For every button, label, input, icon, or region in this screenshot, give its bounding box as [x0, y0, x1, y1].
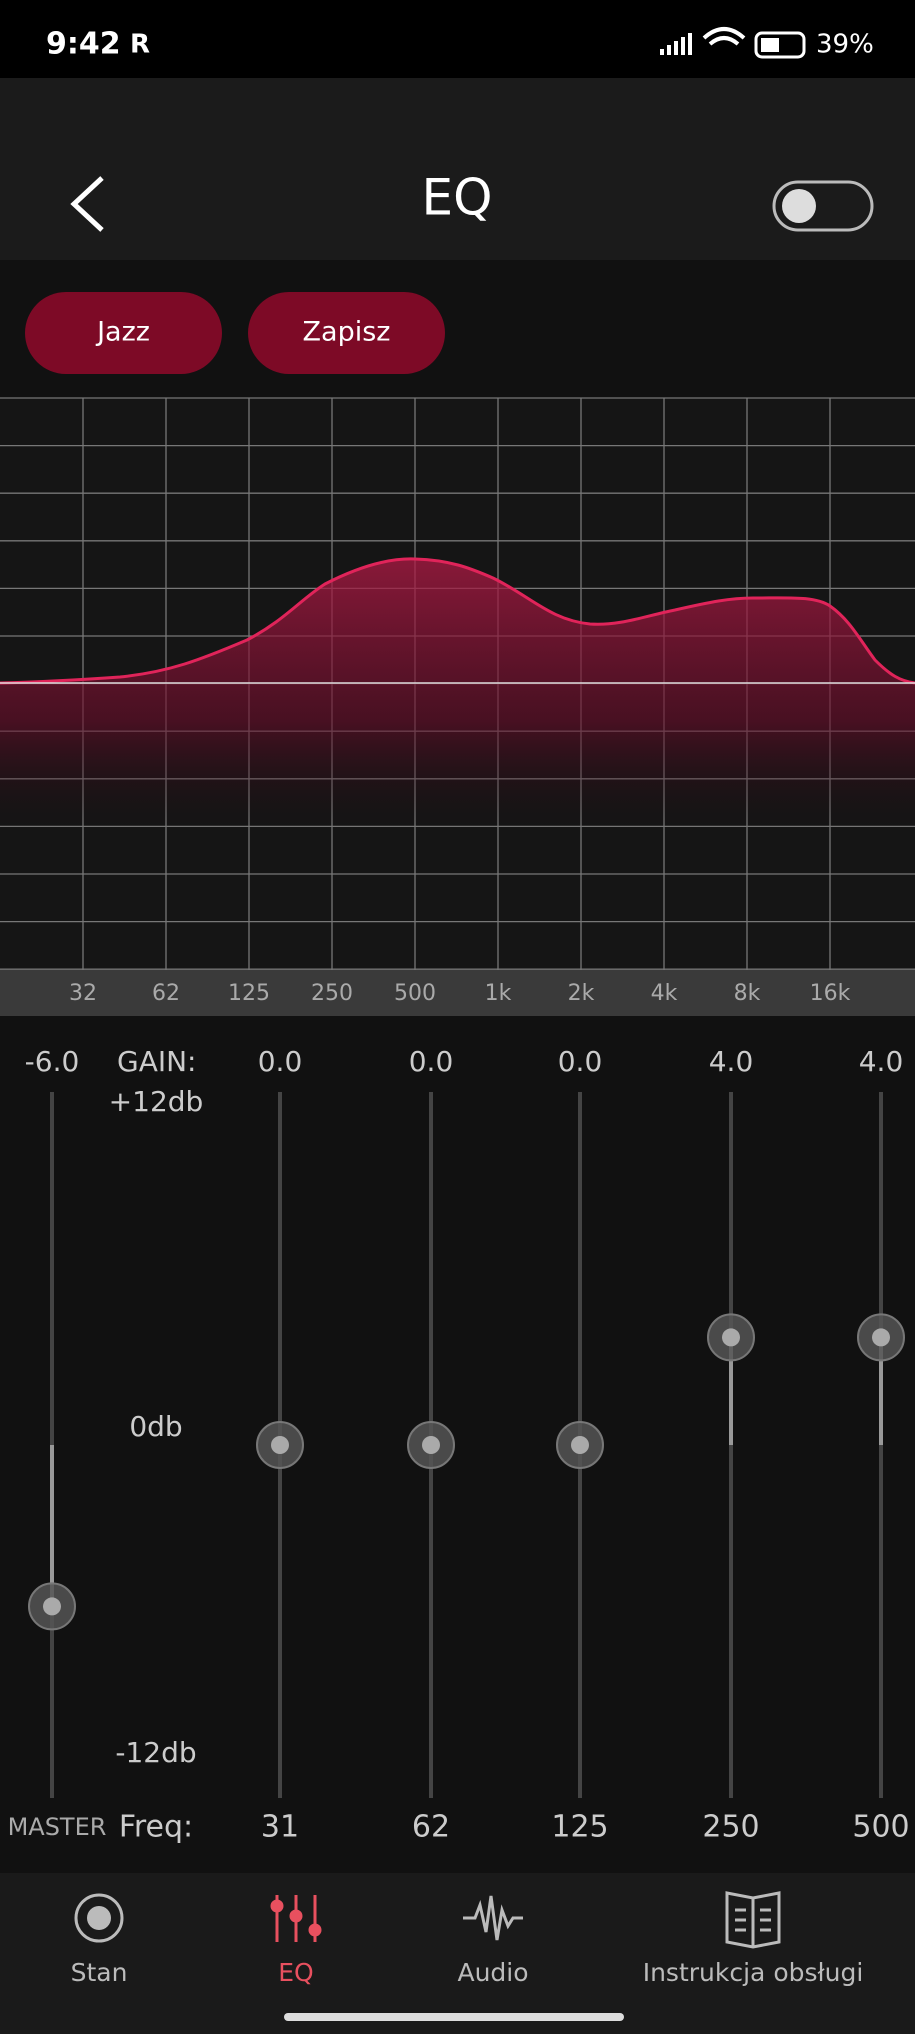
- time: 9:42: [46, 27, 121, 62]
- preset-label: Jazz: [95, 317, 150, 348]
- slider-knob-center: [422, 1436, 440, 1454]
- freq-tick-label: 125: [228, 981, 270, 1006]
- freq-tick-label: 250: [311, 981, 353, 1006]
- nav-label[interactable]: Stan: [71, 1958, 128, 1987]
- wifi-icon: [702, 27, 746, 46]
- freq-tick-label: 4k: [651, 981, 678, 1006]
- eq-icon: [270, 1895, 322, 1942]
- gain-min: -12db: [115, 1736, 196, 1769]
- freq-axis: [0, 970, 915, 1016]
- gain-value: -6.0: [25, 1045, 80, 1078]
- preset-label: Zapisz: [303, 317, 391, 348]
- eq-curve-fill: [0, 558, 915, 830]
- eq-curve: [0, 557, 915, 685]
- preset-button[interactable]: [25, 292, 222, 374]
- slider-knob-center: [571, 1436, 589, 1454]
- band-freq: 125: [551, 1810, 608, 1845]
- band-freq: 250: [702, 1810, 759, 1845]
- freq-tick-label: 16k: [810, 981, 851, 1006]
- band-freq: 62: [412, 1810, 450, 1845]
- nav-label[interactable]: EQ: [278, 1958, 313, 1987]
- gain-value: 0.0: [558, 1045, 603, 1078]
- signal-icon: [660, 33, 692, 55]
- gain-label: GAIN:: [117, 1045, 197, 1078]
- gain-mid: 0db: [129, 1410, 182, 1443]
- toggle-knob: [782, 189, 816, 223]
- band-freq: 31: [261, 1810, 299, 1845]
- freq-tick-label: 500: [394, 981, 436, 1006]
- nav-label[interactable]: Instrukcja obsługi: [643, 1958, 864, 1987]
- battery-level: [761, 38, 779, 52]
- gain-value: 4.0: [709, 1045, 754, 1078]
- gain-value: 4.0: [859, 1045, 904, 1078]
- freq-label: Freq:: [119, 1810, 193, 1845]
- status-icon: R: [130, 30, 150, 60]
- band-freq: 500: [852, 1810, 909, 1845]
- freq-tick-label: 2k: [568, 981, 595, 1006]
- page-title: EQ: [422, 169, 493, 227]
- preset-button[interactable]: [248, 292, 445, 374]
- freq-tick-label: 1k: [485, 981, 512, 1006]
- header: [0, 78, 915, 260]
- master-label: MASTER: [8, 1813, 107, 1841]
- gain-value: 0.0: [258, 1045, 303, 1078]
- slider-knob-center: [271, 1436, 289, 1454]
- nav-bar: [0, 1873, 915, 2034]
- freq-tick-label: 8k: [734, 981, 761, 1006]
- back-button[interactable]: [70, 176, 104, 232]
- home-indicator: [284, 2013, 624, 2021]
- audio-icon: [463, 1895, 523, 1941]
- manual-icon: [725, 1891, 781, 1949]
- slider-knob-center: [722, 1328, 740, 1347]
- freq-tick-label: 62: [152, 981, 180, 1006]
- battery-text: 39%: [816, 30, 874, 60]
- gain-max: +12db: [109, 1085, 204, 1118]
- stan-icon: [74, 1893, 124, 1943]
- slider-panel: [0, 1016, 915, 1873]
- gain-value: 0.0: [409, 1045, 454, 1078]
- battery-icon: [754, 31, 806, 59]
- slider-knob-center: [43, 1597, 61, 1616]
- freq-tick-label: 32: [69, 981, 97, 1006]
- nav-label[interactable]: Audio: [457, 1958, 528, 1987]
- slider-knob-center: [872, 1328, 890, 1347]
- stan-icon-dot: [87, 1906, 111, 1930]
